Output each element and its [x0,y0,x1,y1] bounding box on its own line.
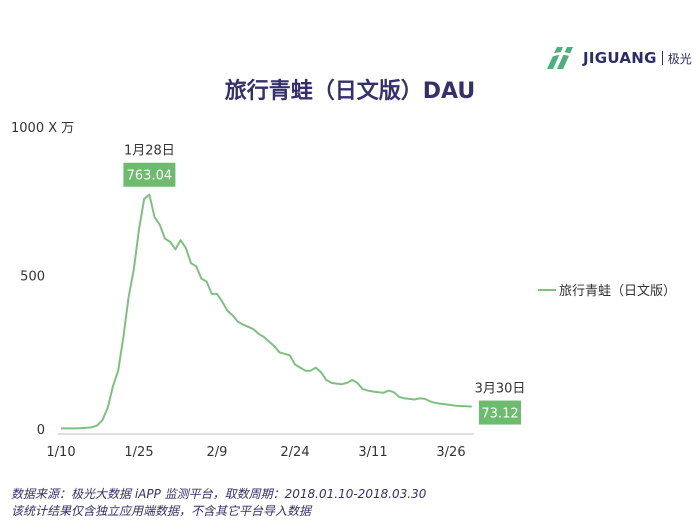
annotation-layer: 1月28日 763.04 3月30日 73.12 [123,144,525,425]
chart-legend: 旅行青蛙（日文版） [538,280,676,299]
annotation-date: 3月30日 [475,382,526,397]
annotation-value: 763.04 [127,169,173,184]
x-tick-label: 2/24 [280,445,309,460]
y-tick-label: 0 [37,423,45,438]
footnotes: 数据来源：极光大数据 iAPP 监测平台，取数周期：2018.01.10-201… [11,486,426,520]
axis-layer: 0 500 1/10 1/25 2/9 2/24 3/11 3/26 [20,270,474,460]
legend-line-swatch [538,288,556,291]
scope-note: 该统计结果仅含独立应用端数据，不含其它平台导入数据 [11,504,312,518]
annotation-date: 1月28日 [124,144,175,159]
x-tick-label: 1/10 [46,445,75,460]
x-tick-label: 1/25 [124,445,153,460]
series-line [61,193,472,430]
brand-name: JIGUANG [583,49,657,67]
y-axis-unit-label: 1000 X 万 [11,121,75,136]
brand-logo: JIGUANG 极光 [543,40,692,76]
last-value-annotation: 3月30日 73.12 [475,382,526,425]
y-tick-label: 500 [20,270,45,285]
x-tick-label: 3/26 [436,445,465,460]
annotation-box [479,400,521,425]
source-note: 数据来源：极光大数据 iAPP 监测平台，取数周期：2018.01.10-201… [11,487,427,501]
peak-annotation: 1月28日 763.04 [123,144,176,187]
x-tick-label: 2/9 [207,445,228,460]
chart-title: 旅行青蛙（日文版）DAU [224,79,476,104]
annotation-value: 73.12 [481,407,518,422]
x-tick-label: 3/11 [358,445,387,460]
plot-layer [61,193,472,430]
annotation-box [123,162,176,187]
brand-name-cn: 极光 [667,51,692,66]
jiguang-logo-icon [544,47,576,69]
legend-label: 旅行青蛙（日文版） [559,284,677,299]
brand-separator [661,51,663,65]
